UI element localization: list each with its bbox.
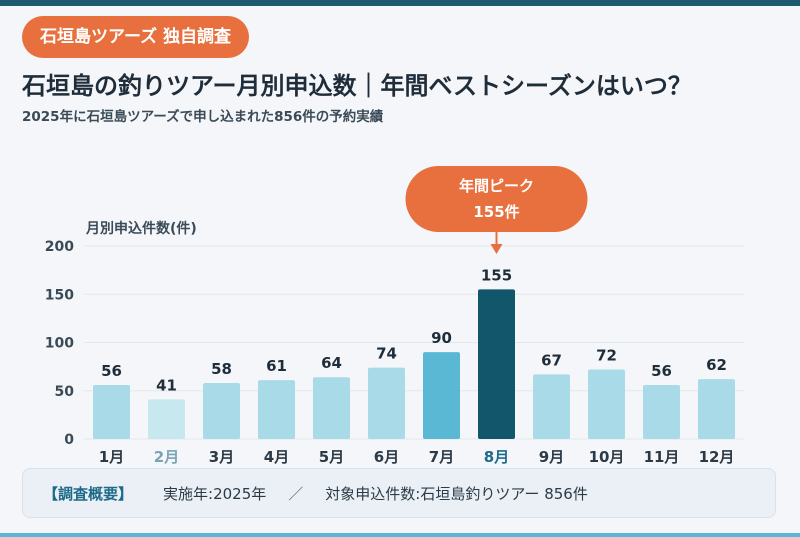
bar	[148, 399, 185, 439]
bar	[203, 383, 240, 439]
x-tick-label: 2月	[154, 448, 179, 466]
page-title: 石垣島の釣りツアー月別申込数｜年間ベストシーズンはいつ？	[22, 72, 692, 100]
top-accent-bar	[0, 0, 800, 6]
survey-summary: 【調査概要】 実施年:2025年 ／ 対象申込件数:石垣島釣りツアー 856件	[22, 468, 776, 518]
x-tick-label: 4月	[264, 448, 289, 466]
bar	[478, 289, 515, 439]
x-tick-label: 5月	[319, 448, 344, 466]
x-tick-label: 8月	[484, 448, 509, 466]
bottom-accent-bar	[0, 533, 800, 537]
bar-value-label: 72	[596, 347, 617, 365]
page-subtitle: 2025年に石垣島ツアーズで申し込まれた856件の予約実績	[22, 109, 384, 125]
bar	[93, 384, 130, 439]
bar	[368, 367, 405, 439]
bar-value-label: 64	[321, 354, 342, 372]
x-tick-label: 9月	[539, 448, 564, 466]
x-tick-label: 3月	[209, 448, 234, 466]
peak-callout-value: 155件	[473, 203, 519, 221]
bar-value-label: 56	[101, 362, 122, 380]
x-tick-label: 7月	[429, 448, 454, 466]
bar-value-label: 155	[481, 266, 512, 284]
bar-value-label: 61	[266, 357, 287, 375]
bar-value-label: 67	[541, 351, 562, 369]
bar-value-label: 41	[156, 376, 177, 394]
survey-badge: 石垣島ツアーズ 独自調査	[22, 16, 250, 58]
monthly-bar-chart: 月別申込件数(件) 0 50 100 150 200 56 1月 41 2月 58 3月 61 4月 64 5…	[45, 166, 744, 466]
y-tick-label: 50	[55, 384, 75, 400]
x-tick-label: 10月	[589, 448, 625, 466]
bar	[698, 379, 735, 439]
bar-value-label: 74	[376, 345, 397, 363]
y-axis-label: 月別申込件数(件)	[85, 220, 197, 237]
bar	[258, 380, 295, 439]
summary-separator: ／	[288, 484, 304, 503]
summary-target: 対象申込件数:石垣島釣りツアー 856件	[325, 484, 588, 503]
x-tick-label: 12月	[699, 448, 735, 466]
bar-value-label: 62	[706, 356, 727, 374]
peak-arrow-icon	[490, 244, 503, 254]
summary-period: 実施年:2025年	[163, 484, 267, 503]
y-tick-label: 100	[45, 336, 74, 352]
bar	[533, 374, 570, 439]
y-tick-label: 0	[64, 432, 74, 448]
bar	[643, 384, 680, 439]
bar	[313, 377, 350, 439]
peak-callout	[405, 166, 588, 232]
bar	[588, 369, 625, 439]
x-tick-label: 6月	[374, 448, 399, 466]
bar	[423, 352, 460, 439]
bar-value-label: 90	[431, 329, 452, 347]
y-tick-label: 200	[45, 239, 74, 255]
summary-label: 【調査概要】	[43, 484, 134, 503]
x-tick-label: 11月	[644, 448, 680, 466]
x-tick-label: 1月	[99, 448, 124, 466]
peak-callout-title: 年間ピーク	[459, 177, 534, 195]
bar-value-label: 58	[211, 360, 232, 378]
bar-value-label: 56	[651, 362, 672, 380]
y-tick-label: 150	[45, 287, 74, 303]
